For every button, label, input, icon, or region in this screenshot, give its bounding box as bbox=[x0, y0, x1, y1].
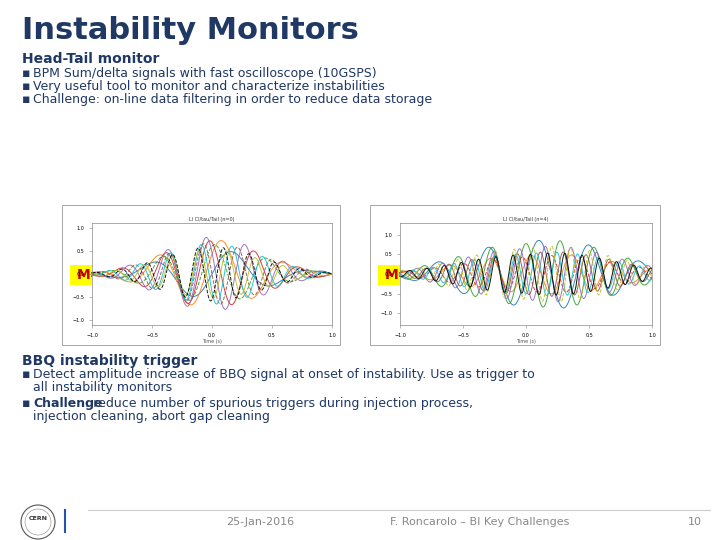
X-axis label: Time (s): Time (s) bbox=[516, 339, 536, 344]
Text: CERN: CERN bbox=[29, 516, 48, 522]
Text: Instability Monitors: Instability Monitors bbox=[22, 16, 359, 45]
Text: Challenge: on-line data filtering in order to reduce data storage: Challenge: on-line data filtering in ord… bbox=[33, 93, 432, 106]
Text: 25-Jan-2016: 25-Jan-2016 bbox=[226, 517, 294, 527]
Text: Head-Tail monitor: Head-Tail monitor bbox=[22, 52, 159, 66]
Text: injection cleaning, abort gap cleaning: injection cleaning, abort gap cleaning bbox=[33, 410, 270, 423]
Text: M=0: M=0 bbox=[76, 268, 112, 282]
Text: : reduce number of spurious triggers during injection process,: : reduce number of spurious triggers dur… bbox=[85, 397, 473, 410]
Text: F. Roncarolo – BI Key Challenges: F. Roncarolo – BI Key Challenges bbox=[390, 517, 570, 527]
Text: ▪: ▪ bbox=[22, 93, 30, 106]
Text: ▪: ▪ bbox=[22, 80, 30, 93]
Text: BBQ instability trigger: BBQ instability trigger bbox=[22, 354, 197, 368]
Text: M=4: M=4 bbox=[384, 268, 420, 282]
Title: LI Cl/tau/Tail (n=4): LI Cl/tau/Tail (n=4) bbox=[503, 217, 549, 222]
Text: all instability monitors: all instability monitors bbox=[33, 381, 172, 394]
Text: ▪: ▪ bbox=[22, 67, 30, 80]
Text: ▪: ▪ bbox=[22, 368, 30, 381]
Text: ▪: ▪ bbox=[22, 397, 30, 410]
Text: Detect amplitude increase of BBQ signal at onset of instability. Use as trigger : Detect amplitude increase of BBQ signal … bbox=[33, 368, 535, 381]
Text: 10: 10 bbox=[688, 517, 702, 527]
Bar bbox=[62, 205, 340, 345]
Bar bbox=[370, 205, 660, 345]
Bar bbox=[70, 265, 118, 285]
Text: BPM Sum/delta signals with fast oscilloscope (10GSPS): BPM Sum/delta signals with fast oscillos… bbox=[33, 67, 377, 80]
Title: LI Cl/tau/Tail (n=0): LI Cl/tau/Tail (n=0) bbox=[189, 217, 235, 222]
X-axis label: Time (s): Time (s) bbox=[202, 339, 222, 344]
Text: Challenge: Challenge bbox=[33, 397, 102, 410]
Bar bbox=[378, 265, 426, 285]
Text: Very useful tool to monitor and characterize instabilities: Very useful tool to monitor and characte… bbox=[33, 80, 384, 93]
